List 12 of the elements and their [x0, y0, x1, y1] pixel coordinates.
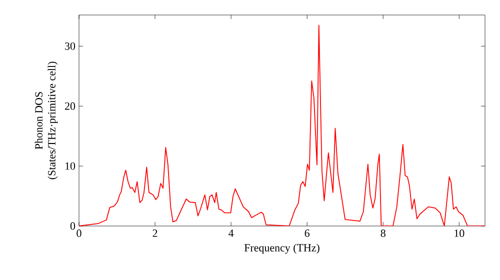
- x-tick-label: 10: [454, 230, 464, 237]
- x-tick-label: 8: [380, 230, 386, 237]
- y-tick-label: 0: [70, 222, 76, 230]
- x-tick-label: 6: [304, 230, 310, 237]
- y-tick-label: 10: [65, 162, 76, 170]
- y-tick-label: 20: [65, 102, 76, 110]
- x-tick-label: 2: [152, 230, 158, 237]
- x-tick-label: 4: [228, 230, 234, 237]
- y-tick-label: 30: [65, 42, 76, 50]
- x-tick-label: 0: [76, 230, 82, 237]
- y-axis-title: Phonon DOS (States/THz·primitive cell): [34, 62, 58, 180]
- x-axis-title: Frequency (THz): [244, 244, 320, 254]
